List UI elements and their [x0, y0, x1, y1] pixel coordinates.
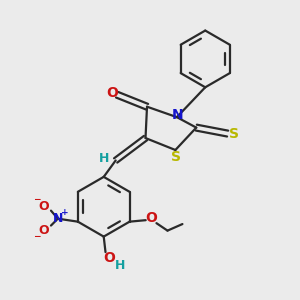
Text: H: H [115, 260, 126, 272]
Text: +: + [61, 208, 69, 217]
Text: S: S [171, 150, 181, 164]
Text: S: S [229, 127, 239, 141]
Text: O: O [38, 224, 49, 236]
Text: N: N [53, 212, 63, 225]
Text: O: O [145, 211, 157, 225]
Text: H: H [98, 152, 109, 165]
Text: −: − [33, 195, 41, 204]
Text: N: N [171, 108, 183, 122]
Text: O: O [106, 86, 118, 100]
Text: O: O [103, 250, 115, 265]
Text: O: O [38, 200, 49, 213]
Text: −: − [33, 232, 41, 241]
